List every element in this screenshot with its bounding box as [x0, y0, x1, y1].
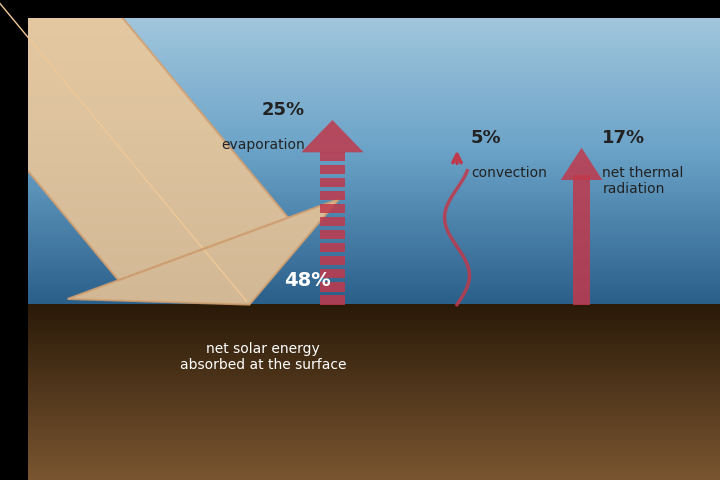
Text: evaporation: evaporation [221, 138, 305, 153]
Bar [320, 178, 345, 187]
Text: 48%: 48% [284, 271, 330, 290]
Text: 25%: 25% [261, 101, 305, 120]
Bar [320, 165, 345, 174]
Polygon shape [301, 120, 364, 152]
Bar [320, 282, 345, 291]
Bar [573, 175, 590, 305]
Text: convection: convection [471, 166, 546, 180]
Bar [320, 204, 345, 213]
Bar [320, 191, 345, 200]
Bar [320, 152, 345, 161]
Bar [320, 217, 345, 226]
Text: 17%: 17% [603, 129, 645, 147]
Bar [320, 230, 345, 239]
Text: net thermal
radiation: net thermal radiation [603, 166, 684, 196]
Bar [320, 256, 345, 265]
Text: 5%: 5% [471, 129, 501, 147]
Polygon shape [561, 148, 603, 180]
Bar [320, 243, 345, 252]
Bar [320, 296, 345, 305]
Bar [320, 269, 345, 278]
Text: net solar energy
absorbed at the surface: net solar energy absorbed at the surface [180, 342, 346, 372]
Polygon shape [0, 0, 339, 305]
